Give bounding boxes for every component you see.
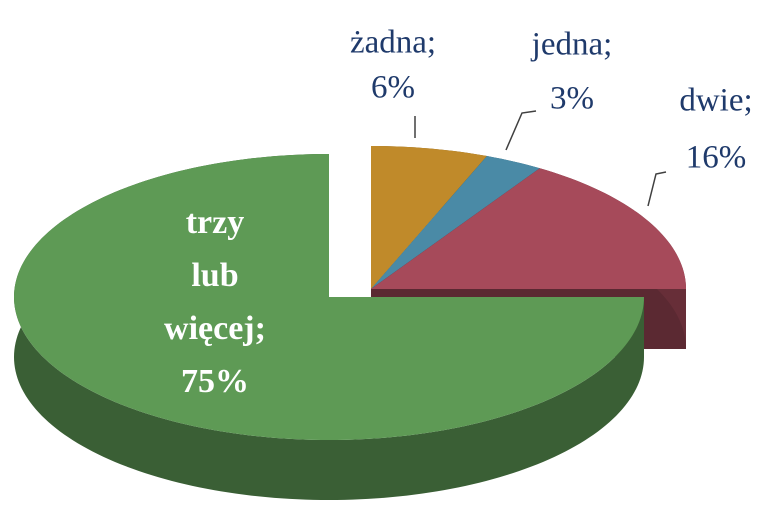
data-label: dwie; — [679, 83, 752, 119]
data-label: żadna; — [350, 25, 436, 61]
slice-top — [371, 146, 487, 289]
data-label: trzy lub więcej; — [164, 204, 266, 347]
slice-top — [371, 156, 540, 289]
slice-top — [14, 154, 644, 440]
slice-top — [371, 168, 686, 289]
leader-line — [647, 171, 667, 207]
slice — [14, 154, 644, 500]
leader-line — [505, 110, 537, 151]
data-label: 6% — [371, 70, 415, 106]
data-label: 75% — [181, 363, 249, 400]
data-label: 16% — [686, 140, 747, 176]
data-label: jedna; — [531, 27, 613, 63]
data-label: 3% — [550, 81, 594, 117]
